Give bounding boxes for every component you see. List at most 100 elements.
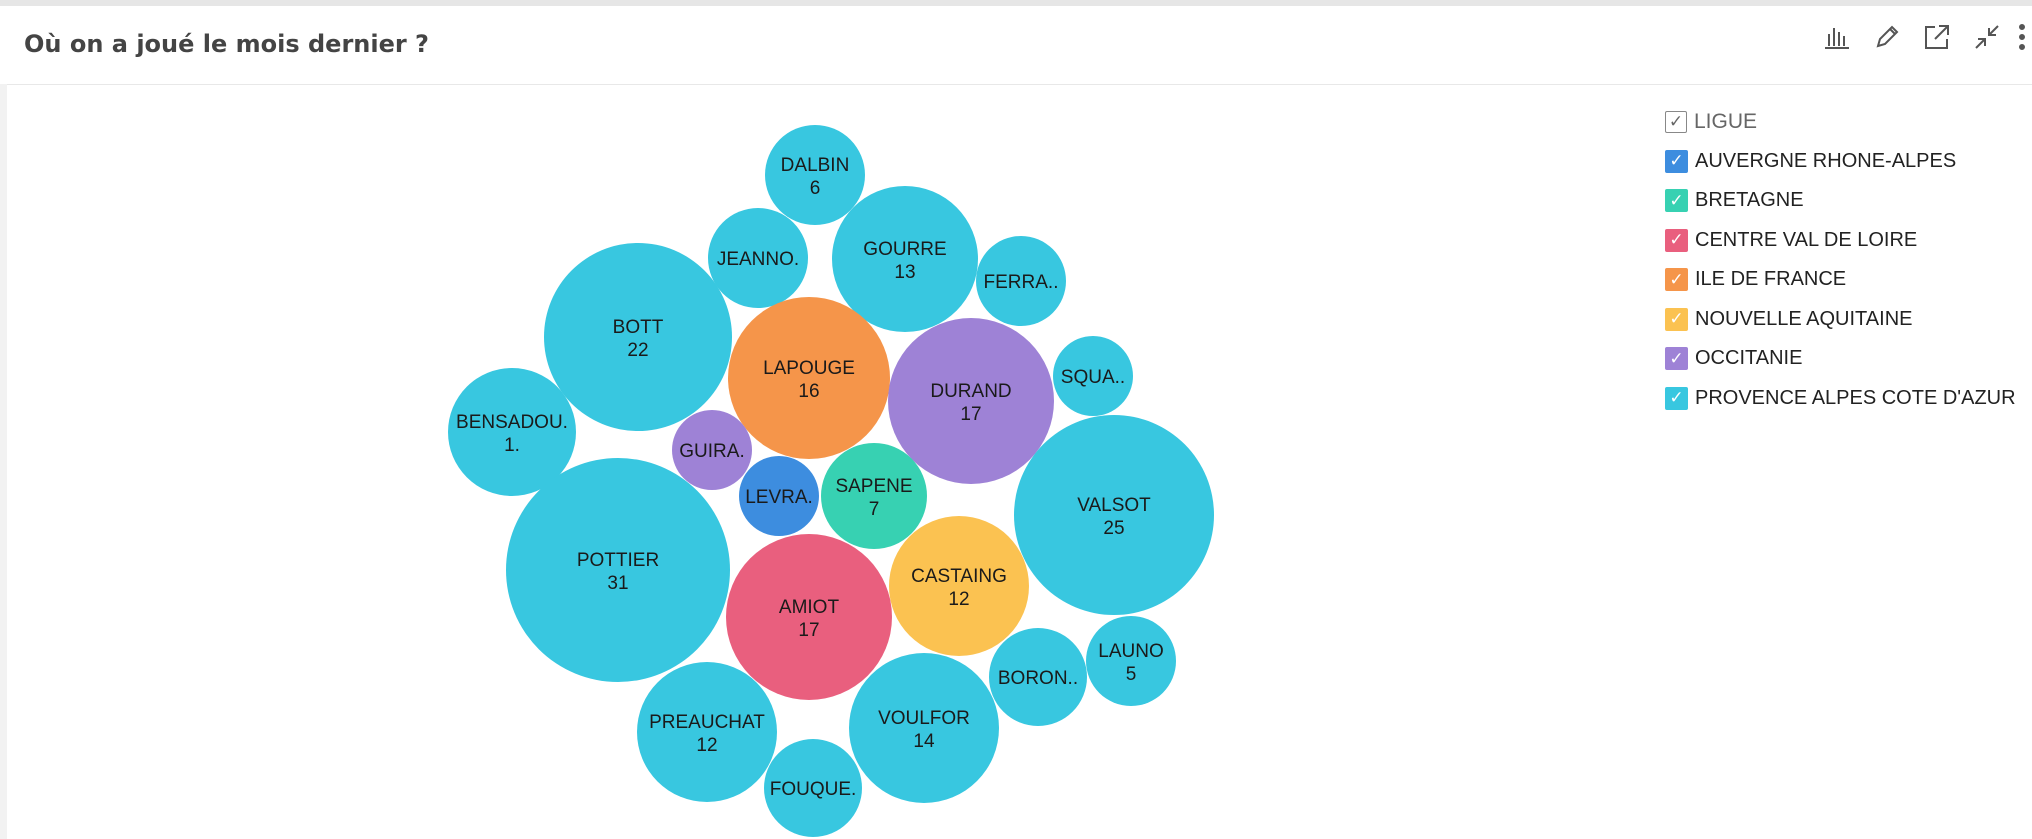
bubble-circle[interactable]: [637, 662, 777, 802]
bar-chart-icon[interactable]: [1812, 20, 1862, 54]
bubble-value-label: 31: [607, 573, 628, 594]
bubble-name-label: DALBIN: [781, 155, 850, 176]
bubble-name-label: VALSOT: [1077, 495, 1151, 516]
bubble-circle[interactable]: [739, 456, 819, 536]
bubble[interactable]: SQUA..: [1053, 336, 1133, 416]
legend-item[interactable]: ✓ OCCITANIE: [1665, 339, 2016, 379]
legend-item-label: PROVENCE ALPES COTE D'AZUR: [1695, 386, 2016, 409]
legend-item-label: OCCITANIE: [1695, 347, 1803, 370]
legend-item[interactable]: ✓ CENTRE VAL DE LOIRE: [1665, 221, 2016, 261]
checkbox-icon[interactable]: ✓: [1665, 386, 1688, 410]
bubble-name-label: GUIRA.: [679, 441, 744, 462]
bubble[interactable]: BENSADOU.1.: [448, 368, 576, 496]
checkbox-icon[interactable]: ✓: [1665, 149, 1688, 173]
bubble-value-label: 12: [696, 735, 717, 756]
more-icon[interactable]: [2012, 20, 2032, 54]
bubble-circle[interactable]: [849, 653, 999, 803]
legend-item[interactable]: ✓ PROVENCE ALPES COTE D'AZUR: [1665, 379, 2016, 419]
bubble-circle[interactable]: [821, 443, 927, 549]
bubble-name-label: VOULFOR: [878, 708, 970, 729]
bubble-name-label: LAUNO: [1098, 641, 1163, 662]
bubble-value-label: 25: [1103, 518, 1124, 539]
edit-icon[interactable]: [1862, 20, 1912, 54]
bubble-circle[interactable]: [1014, 415, 1214, 615]
bubble-circle[interactable]: [989, 628, 1087, 726]
legend-item[interactable]: ✓ ILE DE FRANCE: [1665, 260, 2016, 300]
bubble-circle[interactable]: [672, 410, 752, 490]
bubble-value-label: 1.: [504, 435, 520, 456]
bubble-circle[interactable]: [506, 458, 730, 682]
bubble[interactable]: JEANNO.: [708, 208, 808, 308]
bubble-value-label: 16: [798, 381, 819, 402]
legend-title-label: LIGUE: [1694, 109, 1758, 133]
bubble-value-label: 13: [894, 262, 915, 283]
left-border: [0, 84, 7, 839]
bubble-circle[interactable]: [1086, 616, 1176, 706]
bubble-circle[interactable]: [448, 368, 576, 496]
legend-item-label: ILE DE FRANCE: [1695, 268, 1847, 291]
bubble-value-label: 14: [913, 731, 935, 752]
checkbox-icon[interactable]: ✓: [1665, 347, 1688, 371]
bubble[interactable]: LEVRA.: [739, 456, 819, 536]
checkbox-icon[interactable]: ✓: [1665, 110, 1687, 133]
bubble-circle[interactable]: [726, 534, 892, 700]
checkbox-icon[interactable]: ✓: [1665, 189, 1688, 213]
bubble-circle[interactable]: [888, 318, 1054, 484]
bubble[interactable]: BORON..: [989, 628, 1087, 726]
bubble-name-label: BORON..: [998, 668, 1078, 689]
open-external-icon[interactable]: [1912, 20, 1962, 54]
bubble-name-label: PREAUCHAT: [649, 712, 765, 733]
bubble-value-label: 6: [810, 178, 821, 199]
bubble-circle[interactable]: [976, 236, 1066, 326]
bubble-name-label: POTTIER: [577, 550, 659, 571]
legend-item-label: BRETAGNE: [1695, 189, 1804, 212]
bubble-circle[interactable]: [889, 516, 1029, 656]
bubble-name-label: LEVRA.: [745, 487, 813, 508]
bubble[interactable]: FOUQUE.: [764, 739, 862, 837]
legend-item[interactable]: ✓ AUVERGNE RHONE-ALPES: [1665, 142, 2016, 182]
bubble-name-label: BENSADOU.: [456, 412, 568, 433]
bubble-circle[interactable]: [765, 125, 865, 225]
collapse-icon[interactable]: [1962, 20, 2012, 54]
bubble[interactable]: GUIRA.: [672, 410, 752, 490]
bubble-name-label: FOUQUE.: [770, 779, 857, 800]
legend-title[interactable]: ✓ LIGUE: [1665, 102, 2016, 142]
bubble-circle[interactable]: [832, 186, 978, 332]
legend-item[interactable]: ✓ NOUVELLE AQUITAINE: [1665, 300, 2016, 340]
chart-title: Où on a joué le mois dernier ?: [24, 30, 429, 58]
bubble-name-label: AMIOT: [779, 597, 840, 618]
bubble-circle[interactable]: [728, 297, 890, 459]
checkbox-icon[interactable]: ✓: [1665, 307, 1688, 331]
widget-toolbar: [1812, 20, 2032, 54]
bubble-name-label: GOURRE: [863, 239, 946, 260]
legend-item[interactable]: ✓ BRETAGNE: [1665, 181, 2016, 221]
checkbox-icon[interactable]: ✓: [1665, 228, 1688, 252]
legend: ✓ LIGUE ✓ AUVERGNE RHONE-ALPES ✓ BRETAGNE ✓ C…: [1665, 102, 2016, 418]
bubble[interactable]: FERRA..: [976, 236, 1066, 326]
bubble-circle[interactable]: [1053, 336, 1133, 416]
bubble-value-label: 5: [1126, 664, 1137, 685]
legend-item-label: NOUVELLE AQUITAINE: [1695, 307, 1913, 330]
bubble-name-label: BOTT: [613, 317, 664, 338]
checkbox-icon[interactable]: ✓: [1665, 268, 1688, 292]
bubble-circle[interactable]: [764, 739, 862, 837]
top-border: [0, 0, 2032, 6]
bubble-circle[interactable]: [544, 243, 732, 431]
bubble-name-label: FERRA..: [984, 272, 1059, 293]
legend-item-label: AUVERGNE RHONE-ALPES: [1695, 149, 1957, 172]
bubble-circle[interactable]: [708, 208, 808, 308]
